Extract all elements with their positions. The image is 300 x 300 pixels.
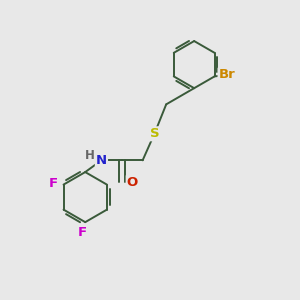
Text: F: F: [78, 226, 87, 239]
Text: H: H: [85, 149, 95, 162]
Text: O: O: [127, 176, 138, 189]
Text: N: N: [96, 154, 107, 167]
Text: Br: Br: [219, 68, 235, 81]
Text: S: S: [150, 127, 159, 140]
Text: F: F: [49, 177, 58, 190]
